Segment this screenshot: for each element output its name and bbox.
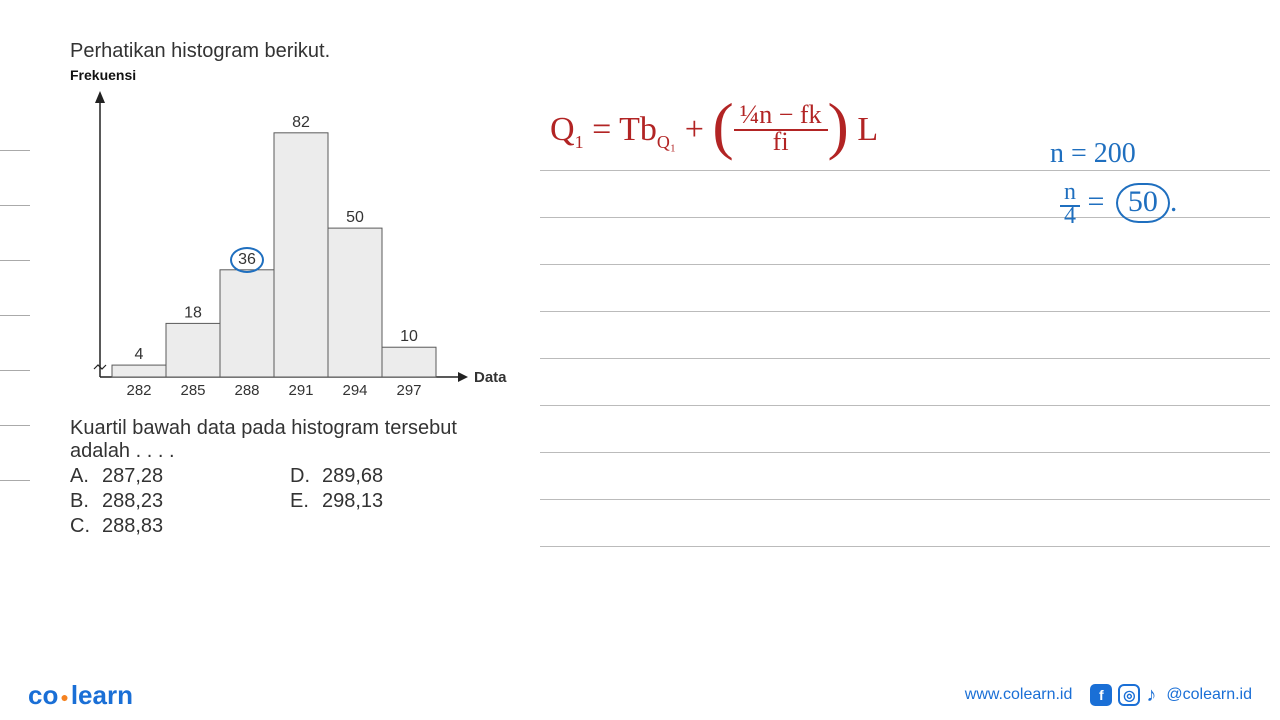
red-lhs: Q — [550, 111, 575, 148]
option-c-value: 288,83 — [102, 515, 163, 538]
red-frac-bot: fi — [767, 127, 795, 156]
logo-co: co — [28, 680, 58, 710]
svg-text:Data: Data — [474, 369, 507, 386]
blue-frac-bot: 4 — [1060, 203, 1080, 229]
problem-panel: Perhatikan histogram berikut. Frekuensi … — [0, 0, 540, 720]
svg-text:288: 288 — [234, 382, 259, 399]
circled-50: 50 — [1116, 183, 1170, 223]
red-lhs-sub: 1 — [575, 132, 584, 152]
svg-text:285: 285 — [180, 382, 205, 399]
svg-text:10: 10 — [400, 328, 418, 345]
logo-dot-icon: ● — [58, 689, 70, 705]
circled-bar-label — [230, 247, 264, 273]
svg-text:4: 4 — [135, 346, 144, 363]
option-d-value: 289,68 — [322, 465, 383, 488]
option-d: D.289,68 — [290, 465, 510, 488]
histogram-chart: Data42821828536288822915029410297 — [70, 89, 510, 399]
svg-text:294: 294 — [342, 382, 367, 399]
red-tb-sub: Q₁ — [657, 132, 676, 152]
svg-text:82: 82 — [292, 114, 310, 131]
option-e: E.298,13 — [290, 490, 510, 513]
footer-right: www.colearn.id f ◎ ♪ @colearn.id — [965, 684, 1252, 707]
social-icons: f ◎ ♪ @colearn.id — [1090, 684, 1252, 707]
svg-text:297: 297 — [396, 382, 421, 399]
logo-learn: learn — [71, 680, 133, 710]
work-area: Q1 = TbQ₁ + (¼n − fkfi) L n = 200 n4 = 5… — [540, 0, 1280, 640]
problem-title: Perhatikan histogram berikut. — [70, 40, 520, 63]
svg-text:18: 18 — [184, 304, 202, 321]
blue-note-frac: n4 = 50. — [1060, 180, 1177, 228]
footer: co●learn www.colearn.id f ◎ ♪ @colearn.i… — [0, 670, 1280, 720]
option-c: C.288,83 — [70, 515, 290, 538]
social-handle: @colearn.id — [1166, 686, 1252, 704]
blue-dot: . — [1170, 185, 1178, 218]
notebook-lines — [540, 170, 1270, 593]
red-plus: + — [676, 111, 712, 148]
svg-text:50: 50 — [346, 209, 364, 226]
option-b-value: 288,23 — [102, 490, 163, 513]
option-a-value: 287,28 — [102, 465, 163, 488]
colearn-logo: co●learn — [28, 680, 133, 711]
svg-text:291: 291 — [288, 382, 313, 399]
tiktok-icon: ♪ — [1146, 684, 1156, 707]
option-e-value: 298,13 — [322, 490, 383, 513]
margin-ticks — [0, 150, 38, 535]
blue-note-n: n = 200 — [1050, 138, 1136, 170]
facebook-icon: f — [1090, 684, 1112, 706]
option-a: A.287,28 — [70, 465, 290, 488]
option-b: B.288,23 — [70, 490, 290, 513]
red-eq: = Tb — [584, 111, 657, 148]
instagram-icon: ◎ — [1118, 684, 1140, 706]
svg-text:282: 282 — [126, 382, 151, 399]
red-trail: L — [849, 111, 878, 148]
red-formula: Q1 = TbQ₁ + (¼n − fkfi) L — [550, 105, 878, 160]
footer-url: www.colearn.id — [965, 686, 1073, 704]
blue-eq: = — [1080, 185, 1112, 218]
question-text: Kuartil bawah data pada histogram terseb… — [70, 417, 520, 463]
y-axis-label: Frekuensi — [70, 67, 520, 83]
answer-options: A.287,28 D.289,68 B.288,23 E.298,13 C.28… — [70, 465, 520, 538]
